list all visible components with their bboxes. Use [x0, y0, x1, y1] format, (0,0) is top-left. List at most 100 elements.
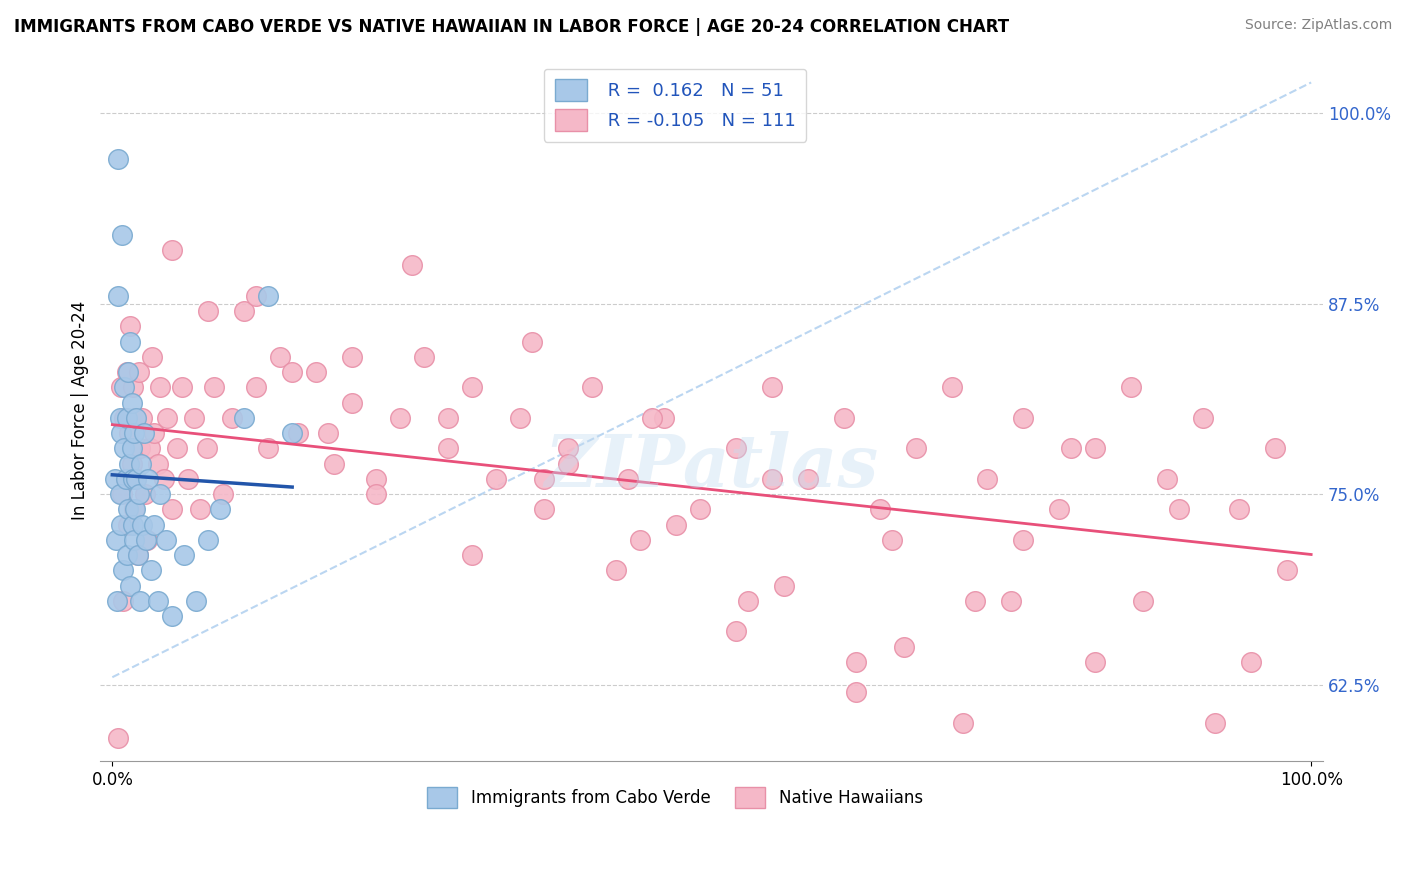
Point [136, 533, 159, 547]
Point [125, 472, 148, 486]
Point [245, 289, 267, 303]
Point [129, 457, 152, 471]
Point [209, 502, 232, 516]
Point [211, 487, 233, 501]
Point [162, 609, 184, 624]
Point [122, 502, 145, 516]
Point [129, 594, 152, 608]
Point [461, 548, 484, 562]
Point [605, 564, 627, 578]
Point [364, 472, 387, 486]
Point [112, 594, 135, 608]
Point [129, 442, 152, 456]
Point [904, 442, 927, 456]
Point [340, 350, 363, 364]
Point [170, 380, 193, 394]
Point [389, 411, 412, 425]
Point [132, 426, 155, 441]
Point [437, 411, 460, 425]
Point [122, 533, 145, 547]
Point [952, 715, 974, 730]
Point [197, 533, 219, 547]
Point [772, 579, 794, 593]
Point [121, 442, 143, 456]
Point [112, 442, 135, 456]
Point [461, 380, 484, 394]
Point [281, 426, 304, 441]
Point [115, 411, 138, 425]
Point [761, 472, 783, 486]
Point [287, 426, 309, 441]
Point [127, 548, 149, 562]
Point [1156, 472, 1178, 486]
Point [1084, 655, 1107, 669]
Point [114, 472, 136, 486]
Point [1192, 411, 1215, 425]
Point [869, 502, 891, 516]
Point [665, 517, 688, 532]
Point [796, 472, 818, 486]
Point [105, 594, 128, 608]
Point [533, 502, 555, 516]
Point [128, 365, 150, 379]
Text: Source: ZipAtlas.com: Source: ZipAtlas.com [1244, 18, 1392, 32]
Point [136, 472, 159, 486]
Point [108, 487, 131, 501]
Point [880, 533, 903, 547]
Point [108, 411, 131, 425]
Point [221, 411, 243, 425]
Point [124, 411, 146, 425]
Point [1168, 502, 1191, 516]
Point [689, 502, 711, 516]
Point [125, 411, 148, 425]
Point [120, 319, 142, 334]
Point [114, 472, 136, 486]
Point [104, 533, 127, 547]
Point [146, 594, 169, 608]
Point [323, 457, 346, 471]
Point [1204, 715, 1226, 730]
Point [641, 411, 664, 425]
Point [110, 517, 132, 532]
Point [965, 594, 987, 608]
Point [120, 579, 142, 593]
Point [156, 411, 179, 425]
Y-axis label: In Labor Force | Age 20-24: In Labor Force | Age 20-24 [72, 301, 89, 520]
Point [1240, 655, 1263, 669]
Text: ZIPatlas: ZIPatlas [544, 431, 879, 502]
Point [110, 426, 132, 441]
Point [509, 411, 531, 425]
Point [111, 227, 134, 242]
Point [143, 517, 166, 532]
Point [652, 411, 675, 425]
Point [533, 472, 555, 486]
Point [124, 502, 146, 516]
Point [269, 350, 291, 364]
Point [761, 380, 783, 394]
Point [832, 411, 855, 425]
Point [485, 472, 508, 486]
Point [139, 564, 162, 578]
Point [128, 487, 150, 501]
Point [118, 426, 141, 441]
Point [125, 472, 148, 486]
Point [737, 594, 759, 608]
Point [117, 365, 139, 379]
Point [202, 380, 225, 394]
Point [845, 655, 868, 669]
Point [134, 487, 156, 501]
Point [162, 502, 184, 516]
Point [177, 472, 200, 486]
Point [257, 442, 280, 456]
Point [628, 533, 651, 547]
Point [112, 564, 135, 578]
Point [121, 472, 143, 486]
Point [149, 380, 172, 394]
Point [117, 502, 139, 516]
Point [617, 472, 640, 486]
Legend: Immigrants from Cabo Verde, Native Hawaiians: Immigrants from Cabo Verde, Native Hawai… [419, 779, 931, 816]
Point [724, 442, 747, 456]
Point [281, 365, 304, 379]
Point [146, 457, 169, 471]
Point [112, 380, 135, 394]
